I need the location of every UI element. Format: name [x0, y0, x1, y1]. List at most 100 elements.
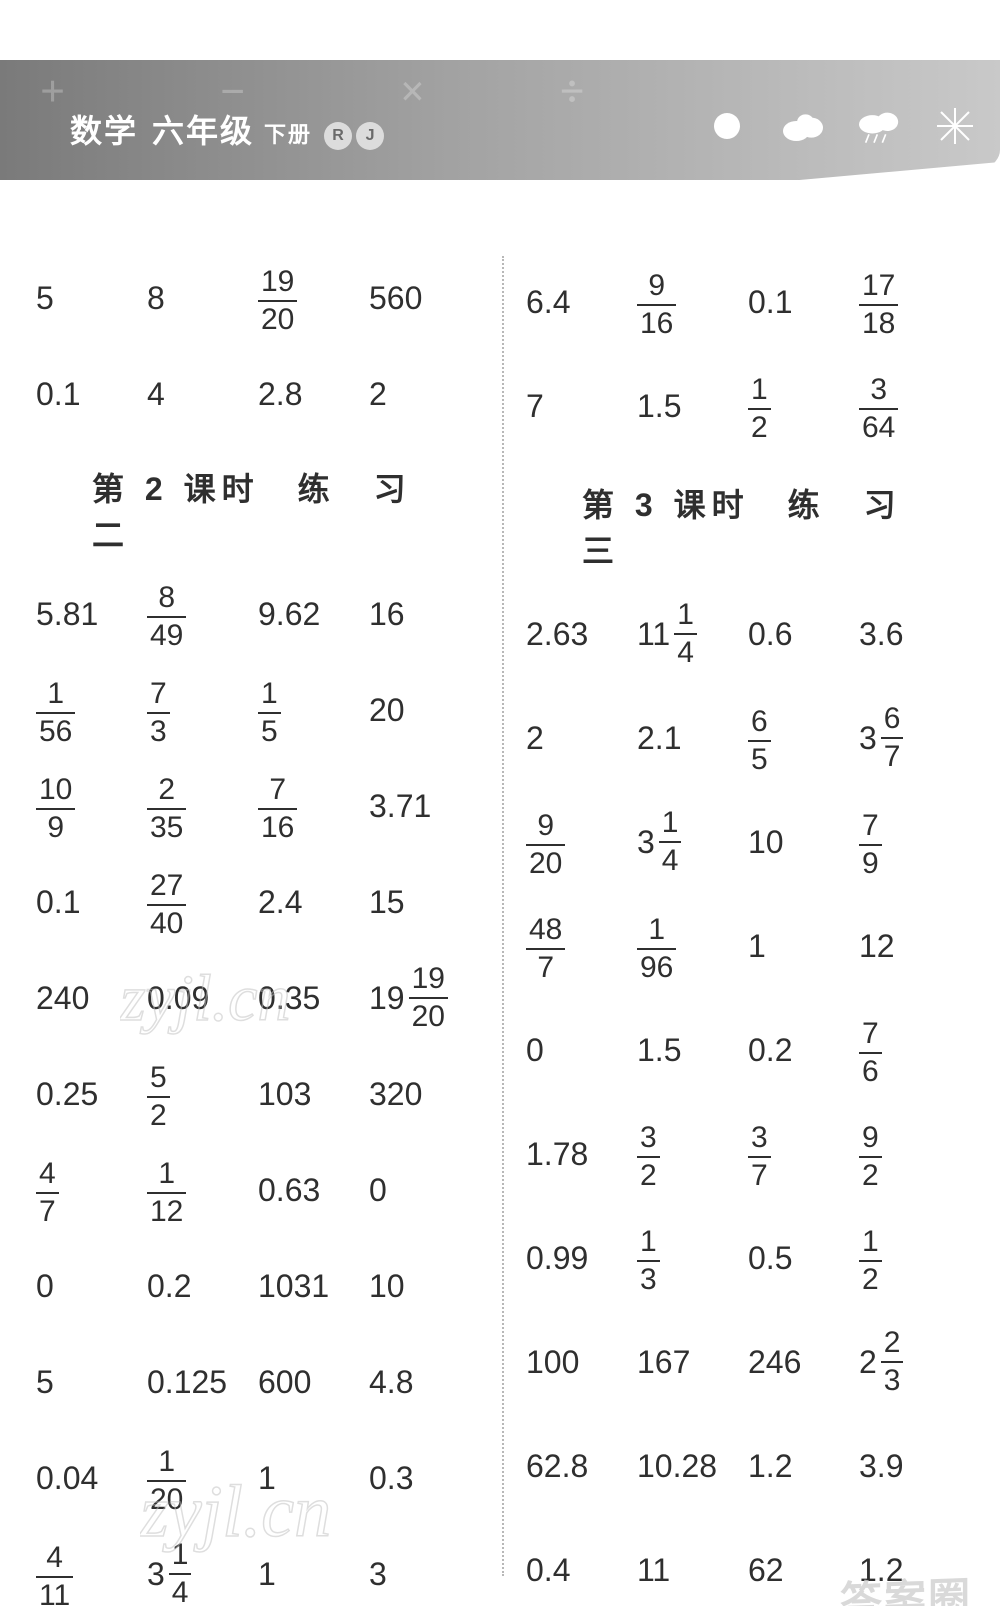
answer-cell: 0.25 [36, 1076, 98, 1113]
table-cell: 62 [748, 1518, 859, 1606]
table-cell: 0 [369, 1142, 480, 1238]
answer-cell: 196 [637, 915, 676, 983]
table-cell: 0 [526, 998, 637, 1102]
fraction: 1920 [258, 267, 297, 335]
table-cell: 10 [748, 790, 859, 894]
answer-cell: 0 [36, 1268, 54, 1305]
page-root: + − × ÷ 数学 六年级 下册 R J [0, 60, 1000, 1606]
table-cell: 0.1 [748, 250, 859, 354]
answer-cell: 0.6 [748, 616, 792, 653]
table-cell: 167 [637, 1310, 748, 1414]
table-cell: 5.81 [36, 566, 147, 662]
answer-cell: 4 [147, 376, 165, 413]
table-row: 6.49160.11718 [526, 250, 970, 354]
table-cell: 1114 [637, 582, 748, 686]
fraction: 32 [637, 1123, 660, 1191]
answer-cell: 10.28 [637, 1448, 717, 1485]
answer-cell: 0.63 [258, 1172, 320, 1209]
left-column: 5819205600.142.82 第 2 课时 练 习 二 5.818499.… [36, 250, 502, 1606]
answer-cell: 191920 [369, 964, 448, 1032]
fraction: 52 [147, 1063, 170, 1131]
answer-cell: 15 [369, 884, 405, 921]
answer-cell: 52 [147, 1063, 170, 1131]
answer-cell: 62 [748, 1552, 784, 1589]
table-cell: 15 [258, 662, 369, 758]
table-cell: 0.35 [258, 950, 369, 1046]
table-cell: 0 [36, 1238, 147, 1334]
fraction: 196 [637, 915, 676, 983]
answer-cell: 5 [36, 1364, 54, 1401]
answer-cell: 16 [369, 596, 405, 633]
answer-cell: 112 [147, 1159, 186, 1227]
table-cell: 12 [859, 1206, 970, 1310]
table-cell: 320 [369, 1046, 480, 1142]
table-cell: 2.8 [258, 346, 369, 442]
answer-cell: 0.125 [147, 1364, 227, 1401]
fraction: 79 [859, 811, 882, 879]
answer-cell: 0.4 [526, 1552, 570, 1589]
table-cell: 12 [859, 894, 970, 998]
answer-cell: 2 [369, 376, 387, 413]
table-row: 0.99130.512 [526, 1206, 970, 1310]
answer-cell: 10 [369, 1268, 405, 1305]
answer-cell: 0 [369, 1172, 387, 1209]
answer-cell: 2.8 [258, 376, 302, 413]
fraction: 109 [36, 775, 75, 843]
answer-cell: 487 [526, 915, 565, 983]
table-cell: 3 [369, 1526, 480, 1606]
table-cell: 62.8 [526, 1414, 637, 1518]
table-row: 62.810.281.23.9 [526, 1414, 970, 1518]
table-cell: 240 [36, 950, 147, 1046]
answer-cell: 6.4 [526, 284, 570, 321]
answer-cell: 1.5 [637, 388, 681, 425]
table-cell: 196 [637, 894, 748, 998]
table-cell: 73 [147, 662, 258, 758]
answer-cell: 11 [637, 1552, 670, 1589]
section-2-grid: 5.818499.62161567315201092357163.710.127… [36, 566, 480, 1606]
fraction: 235 [147, 775, 186, 843]
table-cell: 4.8 [369, 1334, 480, 1430]
table-row: 71.512364 [526, 354, 970, 458]
answer-cell: 600 [258, 1364, 311, 1401]
table-cell: 2740 [147, 854, 258, 950]
table-cell: 0.2 [147, 1238, 258, 1334]
answer-cell: 120 [147, 1447, 186, 1515]
answer-cell: 47 [36, 1159, 59, 1227]
table-cell: 0.125 [147, 1334, 258, 1430]
table-cell: 2.4 [258, 854, 369, 950]
table-cell: 8 [147, 250, 258, 346]
table-cell: 79 [859, 790, 970, 894]
table-cell: 0.4 [526, 1518, 637, 1606]
table-cell: 3.6 [859, 582, 970, 686]
sun-icon [702, 106, 752, 146]
table-cell: 120 [147, 1430, 258, 1526]
answer-cell: 92 [859, 1123, 882, 1191]
answer-cell: 8 [147, 280, 165, 317]
fraction: 67 [881, 704, 904, 772]
table-cell: 1031 [258, 1238, 369, 1334]
header-icons [702, 106, 980, 146]
answer-cell: 0.09 [147, 980, 209, 1017]
table-cell: 100 [526, 1310, 637, 1414]
section-3-title: 第 3 课时 练 习 三 [582, 480, 970, 572]
section-3-grid: 2.6311140.63.622.16536792031410794871961… [526, 582, 970, 1606]
content-columns: 5819205600.142.82 第 2 课时 练 习 二 5.818499.… [36, 250, 970, 1606]
answer-cell: 3.71 [369, 788, 431, 825]
fraction: 487 [526, 915, 565, 983]
table-cell: 600 [258, 1334, 369, 1430]
snowflake-icon [930, 106, 980, 146]
fraction: 1920 [409, 964, 448, 1032]
answer-cell: 1920 [258, 267, 297, 335]
answer-cell: 2740 [147, 871, 186, 939]
table-row: 5.818499.6216 [36, 566, 480, 662]
table-cell: 0.5 [748, 1206, 859, 1310]
table-cell: 0.25 [36, 1046, 147, 1142]
answer-cell: 246 [748, 1344, 801, 1381]
fraction: 12 [748, 375, 771, 443]
answer-cell: 3.6 [859, 616, 903, 653]
table-cell: 76 [859, 998, 970, 1102]
table-row: 22.165367 [526, 686, 970, 790]
table-cell: 1.78 [526, 1102, 637, 1206]
table-cell: 246 [748, 1310, 859, 1414]
answer-cell: 1.5 [637, 1032, 681, 1069]
